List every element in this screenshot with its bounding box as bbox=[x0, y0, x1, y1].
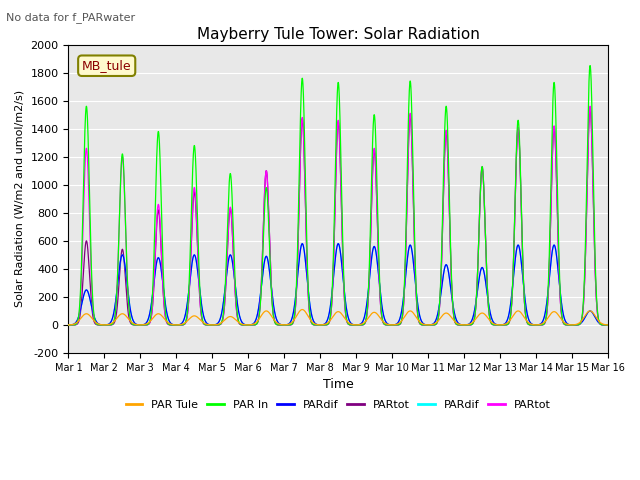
Text: MB_tule: MB_tule bbox=[82, 59, 131, 72]
Text: No data for f_PARwater: No data for f_PARwater bbox=[6, 12, 136, 23]
Y-axis label: Solar Radiation (W/m2 and umol/m2/s): Solar Radiation (W/m2 and umol/m2/s) bbox=[15, 90, 25, 307]
Legend: PAR Tule, PAR In, PARdif, PARtot, PARdif, PARtot: PAR Tule, PAR In, PARdif, PARtot, PARdif… bbox=[121, 396, 555, 414]
X-axis label: Time: Time bbox=[323, 378, 354, 391]
Title: Mayberry Tule Tower: Solar Radiation: Mayberry Tule Tower: Solar Radiation bbox=[196, 27, 479, 42]
